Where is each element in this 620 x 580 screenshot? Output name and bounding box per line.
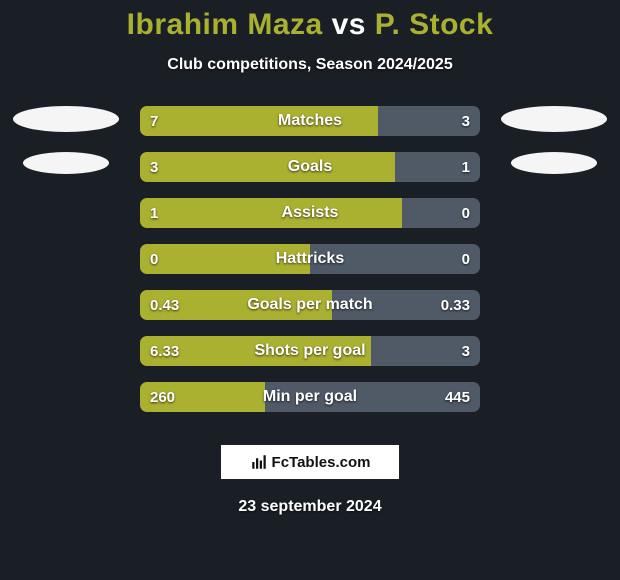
brand-text: FcTables.com [272,454,371,471]
stat-bar-left [140,290,332,320]
ellipse-decor [511,152,597,174]
decor-ellipses-right [494,106,614,194]
brand-badge: FcTables.com [220,444,400,480]
title-player2: P. Stock [375,8,494,41]
title-vs: vs [332,8,366,41]
stat-bar-right [395,152,480,182]
page-title: Ibrahim Maza vs P. Stock [0,8,620,42]
stat-row: Shots per goal6.333 [140,336,480,366]
stat-bar-right [265,382,480,412]
stat-bar-right [332,290,480,320]
ellipse-decor [13,106,119,132]
ellipse-decor [501,106,607,132]
subtitle: Club competitions, Season 2024/2025 [0,56,620,74]
decor-ellipses-left [6,106,126,194]
stats-arena: Matches73 Goals31 Assists10 Hattricks00 Goal… [0,106,620,426]
stat-bar-right [371,336,480,366]
stat-row: Assists10 [140,198,480,228]
stat-row: Matches73 [140,106,480,136]
stat-bars: Matches73 Goals31 Assists10 Hattricks00 Goal… [140,106,480,428]
ellipse-decor [23,152,109,174]
comparison-infographic: Ibrahim Maza vs P. Stock Club competitio… [0,0,620,580]
stat-bar-left [140,152,395,182]
stat-bar-left [140,336,371,366]
title-player1: Ibrahim Maza [127,8,323,41]
stat-row: Goals per match0.430.33 [140,290,480,320]
stat-bar-right [402,198,480,228]
date-text: 23 september 2024 [0,498,620,516]
stat-row: Min per goal260445 [140,382,480,412]
stat-bar-left [140,198,402,228]
stat-bar-left [140,106,378,136]
stat-bar-left [140,382,265,412]
bar-chart-icon [250,453,268,471]
stat-bar-right [310,244,480,274]
stat-row: Goals31 [140,152,480,182]
stat-bar-left [140,244,310,274]
stat-bar-right [378,106,480,136]
stat-row: Hattricks00 [140,244,480,274]
